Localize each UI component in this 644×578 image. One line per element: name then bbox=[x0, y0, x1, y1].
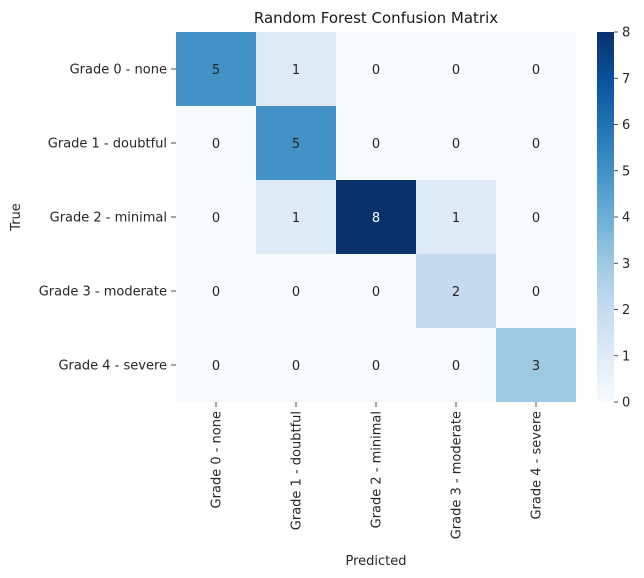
y-tick-label: Grade 2 - minimal bbox=[50, 211, 167, 226]
x-tick-label: Grade 0 - none bbox=[210, 411, 225, 508]
heatmap-cell-value: 0 bbox=[532, 63, 540, 78]
heatmap-cell-value: 1 bbox=[452, 211, 460, 226]
heatmap-cell-r3-c0 bbox=[176, 254, 256, 328]
heatmap-cell-r3-c4 bbox=[496, 254, 576, 328]
x-tick-label: Grade 4 - severe bbox=[530, 411, 545, 520]
heatmap-cells bbox=[176, 32, 576, 402]
heatmap-cell-r1-c4 bbox=[496, 106, 576, 180]
colorbar-tick-label: 8 bbox=[622, 26, 630, 41]
y-axis-ticks: Grade 0 - none Grade 1 - doubtful Grade 2 … bbox=[39, 63, 176, 374]
heatmap-cell-r4-c0 bbox=[176, 328, 256, 402]
colorbar-tick-label: 5 bbox=[622, 164, 630, 179]
colorbar-tick-label: 1 bbox=[622, 349, 630, 364]
y-tick-label: Grade 0 - none bbox=[70, 63, 167, 78]
heatmap-cell-r3-c1 bbox=[256, 254, 336, 328]
heatmap-cell-r1-c3 bbox=[416, 106, 496, 180]
heatmap-cell-r0-c3 bbox=[416, 32, 496, 106]
heatmap-cell-r1-c0 bbox=[176, 106, 256, 180]
heatmap-cell-r4-c4 bbox=[496, 328, 576, 402]
heatmap-cell-value: 5 bbox=[292, 137, 300, 152]
heatmap-cell-value: 0 bbox=[452, 137, 460, 152]
heatmap-cell-value: 0 bbox=[292, 285, 300, 300]
y-tick-label: Grade 3 - moderate bbox=[39, 285, 167, 300]
heatmap-cell-value: 0 bbox=[212, 137, 220, 152]
x-axis-ticks: Grade 0 - none Grade 1 - doubtful Grade 2 … bbox=[210, 402, 545, 539]
heatmap-cell-r4-c3 bbox=[416, 328, 496, 402]
heatmap-cell-value: 8 bbox=[372, 211, 380, 226]
colorbar-tick-label: 4 bbox=[622, 211, 630, 226]
heatmap-cell-value: 0 bbox=[372, 63, 380, 78]
colorbar-tick-label: 0 bbox=[622, 396, 630, 411]
heatmap-cell-r2-c3 bbox=[416, 180, 496, 254]
heatmap-cell-value: 0 bbox=[212, 285, 220, 300]
heatmap-cell-labels: 5 1 0 0 0 0 5 0 0 0 0 1 8 1 0 0 0 0 2 0 0 0 0 0 3 bbox=[212, 63, 540, 374]
heatmap-cell-value: 0 bbox=[532, 211, 540, 226]
colorbar-tick-label: 7 bbox=[622, 72, 630, 87]
heatmap-cell-r0-c2 bbox=[336, 32, 416, 106]
x-axis-label: Predicted bbox=[345, 554, 406, 569]
heatmap-cell-value: 2 bbox=[452, 285, 460, 300]
chart-title: Random Forest Confusion Matrix bbox=[254, 9, 498, 27]
colorbar-ticks: 0 1 2 3 4 5 6 7 8 bbox=[614, 26, 630, 411]
heatmap-cell-value: 1 bbox=[292, 63, 300, 78]
heatmap-cell-r1-c1 bbox=[256, 106, 336, 180]
heatmap-cell-r0-c0 bbox=[176, 32, 256, 106]
colorbar-tick-label: 3 bbox=[622, 257, 630, 272]
heatmap-cell-r0-c4 bbox=[496, 32, 576, 106]
heatmap-cell-value: 3 bbox=[532, 359, 540, 374]
heatmap-cell-value: 0 bbox=[292, 359, 300, 374]
heatmap-cell-r2-c2 bbox=[336, 180, 416, 254]
colorbar-tick-label: 6 bbox=[622, 118, 630, 133]
heatmap-cell-value: 0 bbox=[372, 137, 380, 152]
heatmap-cell-r2-c0 bbox=[176, 180, 256, 254]
heatmap-cell-value: 0 bbox=[212, 211, 220, 226]
colorbar bbox=[597, 32, 614, 402]
heatmap-cell-value: 0 bbox=[452, 63, 460, 78]
x-tick-label: Grade 1 - doubtful bbox=[290, 411, 305, 530]
x-tick-label: Grade 2 - minimal bbox=[370, 411, 385, 528]
heatmap-cell-r1-c2 bbox=[336, 106, 416, 180]
heatmap-cell-value: 0 bbox=[372, 359, 380, 374]
heatmap-cell-r4-c2 bbox=[336, 328, 416, 402]
heatmap-cell-r2-c1 bbox=[256, 180, 336, 254]
x-tick-label: Grade 3 - moderate bbox=[450, 411, 465, 539]
y-axis-label: True bbox=[9, 203, 24, 232]
heatmap-cell-r2-c4 bbox=[496, 180, 576, 254]
y-tick-label: Grade 1 - doubtful bbox=[48, 137, 167, 152]
heatmap-cell-r3-c3 bbox=[416, 254, 496, 328]
y-tick-label: Grade 4 - severe bbox=[58, 359, 167, 374]
heatmap-cell-value: 0 bbox=[532, 137, 540, 152]
heatmap-cell-r3-c2 bbox=[336, 254, 416, 328]
heatmap-cell-value: 0 bbox=[532, 285, 540, 300]
heatmap-cell-value: 0 bbox=[212, 359, 220, 374]
heatmap-cell-value: 0 bbox=[372, 285, 380, 300]
heatmap-cell-r0-c1 bbox=[256, 32, 336, 106]
heatmap-cell-value: 5 bbox=[212, 63, 220, 78]
heatmap-cell-value: 0 bbox=[452, 359, 460, 374]
heatmap-cell-r4-c1 bbox=[256, 328, 336, 402]
heatmap-cell-value: 1 bbox=[292, 211, 300, 226]
colorbar-tick-label: 2 bbox=[622, 303, 630, 318]
